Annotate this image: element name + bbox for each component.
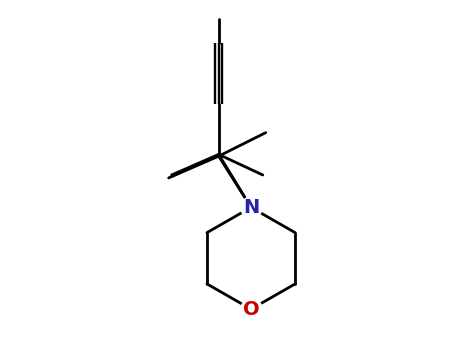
Text: O: O [243, 300, 259, 319]
Text: N: N [243, 198, 259, 217]
